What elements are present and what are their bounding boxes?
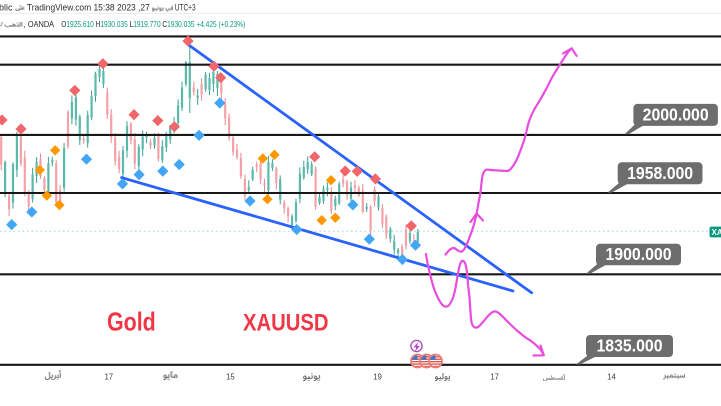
svg-text:Gold: Gold (107, 307, 156, 337)
svg-text:15: 15 (226, 373, 235, 382)
svg-text:2000.000: 2000.000 (643, 105, 709, 125)
svg-text:XAUUSD: XAUUSD (243, 310, 329, 337)
svg-text:XAU: XAU (712, 228, 721, 237)
svg-text:19: 19 (373, 373, 382, 382)
svg-text:17: 17 (490, 373, 499, 382)
svg-text:O1925.610 H1930.035 L1919.770: O1925.610 H1930.035 L1919.770 C1930.035 … (61, 19, 245, 29)
svg-text:1835.000: 1835.000 (597, 336, 663, 356)
svg-text:14: 14 (607, 373, 616, 382)
svg-text:TradingView.com 15:38 2023 ,27: TradingView.com 15:38 2023 ,27 (27, 2, 150, 12)
svg-text:OANDA: OANDA (28, 19, 55, 29)
svg-text:,: , (23, 19, 25, 29)
svg-text:1958.000: 1958.000 (627, 163, 693, 183)
svg-text:1900.000: 1900.000 (606, 244, 672, 264)
svg-text:UTC+3: UTC+3 (175, 2, 196, 12)
svg-text:17: 17 (104, 373, 113, 382)
svg-text:blic: blic (0, 2, 13, 12)
